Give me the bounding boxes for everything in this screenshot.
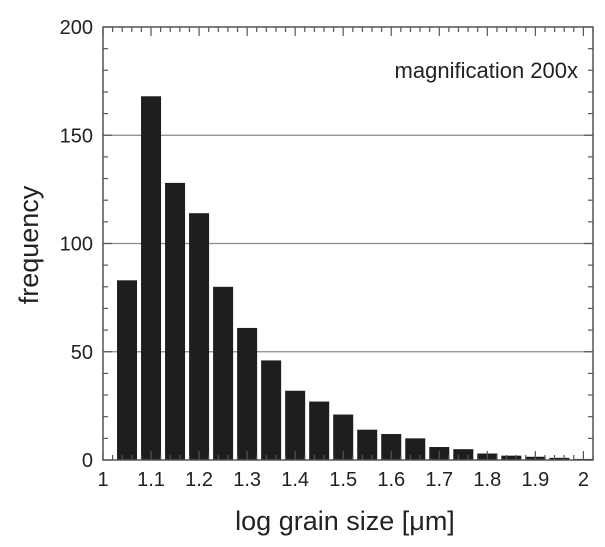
x-tick-label-7: 1.7 <box>425 469 453 491</box>
y-axis-label: frequency <box>14 185 44 304</box>
y-tick-label-100: 100 <box>60 234 93 256</box>
x-tick-label-10: 2 <box>578 469 589 491</box>
bar-9 <box>333 414 354 460</box>
ticks <box>102 26 594 461</box>
bar-5 <box>237 327 258 460</box>
bar-10 <box>357 429 378 460</box>
x-tick-label-1: 1.1 <box>137 469 165 491</box>
x-tick-label-4: 1.4 <box>281 469 309 491</box>
x-axis-label: log grain size [μm] <box>235 506 455 536</box>
bar-0 <box>117 280 138 460</box>
x-tick-label-0: 1 <box>97 469 108 491</box>
y-tick-label-200: 200 <box>60 17 93 39</box>
bar-14 <box>453 449 474 460</box>
bar-11 <box>381 434 402 460</box>
bar-16 <box>501 455 522 460</box>
x-tick-label-6: 1.6 <box>377 469 405 491</box>
y-tick-label-0: 0 <box>82 450 93 472</box>
bar-7 <box>285 390 306 460</box>
bar-18 <box>549 457 570 460</box>
bar-6 <box>261 360 282 460</box>
y-tick-labels: 0 50 100 150 200 <box>60 17 93 472</box>
x-tick-label-8: 1.8 <box>473 469 501 491</box>
x-tick-label-9: 1.9 <box>521 469 549 491</box>
bar-4 <box>213 286 234 460</box>
x-tick-label-5: 1.5 <box>329 469 357 491</box>
bar-1 <box>141 96 162 460</box>
x-tick-labels: 1 1.1 1.2 1.3 1.4 1.5 1.6 1.7 1.8 1.9 2 <box>97 469 589 491</box>
y-tick-label-150: 150 <box>60 125 93 147</box>
bar-2 <box>165 182 186 460</box>
x-tick-label-2: 1.2 <box>185 469 213 491</box>
bar-8 <box>309 401 330 460</box>
bar-12 <box>405 438 426 460</box>
bar-3 <box>189 213 210 460</box>
x-tick-label-3: 1.3 <box>233 469 261 491</box>
y-tick-label-50: 50 <box>71 342 93 364</box>
magnification-annotation: magnification 200x <box>395 58 578 83</box>
bars <box>117 96 594 460</box>
